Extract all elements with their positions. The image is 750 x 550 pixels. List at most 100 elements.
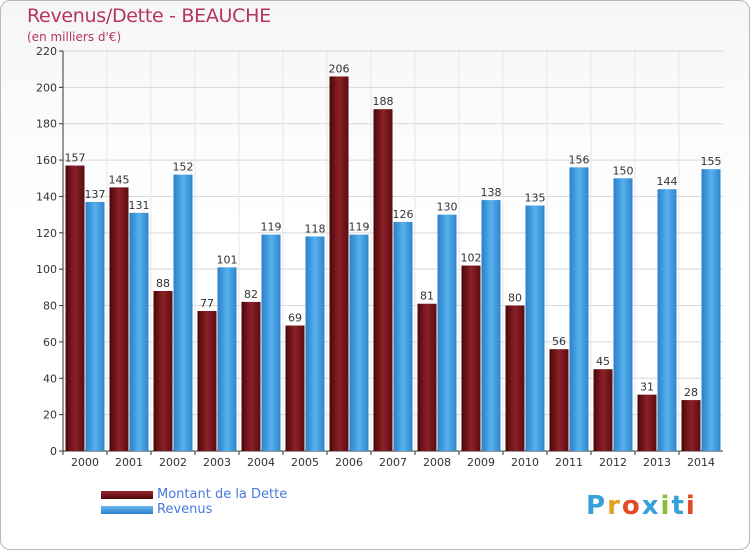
bar-dette	[65, 165, 85, 451]
data-label: 56	[552, 335, 566, 348]
bar-dette	[637, 394, 657, 451]
legend-swatch-revenus	[101, 506, 153, 514]
x-tick-label: 2006	[335, 456, 363, 469]
x-tick-label: 2013	[643, 456, 671, 469]
bar-revenus	[613, 178, 633, 452]
bar-dette	[285, 325, 305, 451]
logo-letter: r	[607, 491, 622, 521]
y-tick-label: 0	[50, 445, 57, 458]
data-label: 144	[657, 175, 678, 188]
y-tick-label: 100	[36, 263, 57, 276]
bar-revenus	[173, 174, 193, 452]
x-tick-label: 2000	[71, 456, 99, 469]
data-label: 81	[420, 290, 434, 303]
data-label: 188	[373, 95, 394, 108]
bar-dette	[549, 349, 569, 451]
bar-revenus	[569, 167, 589, 451]
x-tick-label: 2012	[599, 456, 627, 469]
y-tick-label: 120	[36, 227, 57, 240]
x-tick-label: 2007	[379, 456, 407, 469]
data-label: 28	[684, 386, 698, 399]
data-label: 126	[393, 208, 414, 221]
data-label: 156	[569, 153, 590, 166]
data-label: 206	[329, 62, 350, 75]
x-tick-label: 2009	[467, 456, 495, 469]
data-label: 45	[596, 355, 610, 368]
bar-dette	[197, 311, 217, 451]
x-tick-label: 2008	[423, 456, 451, 469]
bar-dette	[109, 187, 129, 451]
y-tick-label: 80	[43, 300, 57, 313]
data-label: 119	[349, 221, 370, 234]
legend-swatch-dette	[101, 491, 153, 499]
bar-dette	[505, 305, 525, 451]
bar-revenus	[701, 169, 721, 451]
bar-revenus	[657, 189, 677, 451]
bar-dette	[461, 265, 481, 451]
bar-revenus	[129, 212, 149, 451]
data-label: 131	[129, 199, 150, 212]
data-label: 101	[217, 253, 238, 266]
bar-dette	[153, 291, 173, 451]
bar-revenus	[85, 201, 105, 451]
data-label: 135	[525, 192, 546, 205]
data-label: 82	[244, 288, 258, 301]
bar-dette	[593, 369, 613, 451]
data-label: 77	[200, 297, 214, 310]
bar-dette	[329, 76, 349, 452]
bar-revenus	[393, 221, 413, 451]
bar-dette	[373, 109, 393, 451]
logo-letter: P	[586, 491, 608, 521]
logo-letter: t	[671, 491, 686, 521]
x-tick-label: 2001	[115, 456, 143, 469]
chart-title: Revenus/Dette - BEAUCHE	[27, 5, 271, 27]
x-tick-label: 2004	[247, 456, 275, 469]
y-tick-label: 200	[36, 81, 57, 94]
x-tick-label: 2002	[159, 456, 187, 469]
bar-dette	[241, 301, 261, 451]
x-tick-label: 2014	[687, 456, 715, 469]
y-tick-label: 140	[36, 190, 57, 203]
data-label: 31	[640, 381, 654, 394]
bar-revenus	[525, 205, 545, 451]
chart-subtitle: (en milliers d'€)	[27, 30, 122, 44]
data-label: 155	[701, 155, 722, 168]
bar-revenus	[217, 267, 237, 451]
data-label: 80	[508, 292, 522, 305]
bar-dette	[681, 400, 701, 451]
data-label: 118	[305, 222, 326, 235]
bar-revenus	[261, 234, 281, 451]
y-tick-label: 20	[43, 409, 57, 422]
bar-revenus	[305, 236, 325, 451]
bar-revenus	[349, 234, 369, 451]
bar-revenus	[437, 214, 457, 451]
data-label: 69	[288, 312, 302, 325]
x-tick-label: 2011	[555, 456, 583, 469]
data-label: 145	[109, 173, 130, 186]
data-label: 150	[613, 164, 634, 177]
data-label: 102	[461, 252, 482, 265]
data-label: 119	[261, 221, 282, 234]
y-tick-label: 60	[43, 336, 57, 349]
logo-letter: x	[641, 491, 661, 521]
data-label: 138	[481, 186, 502, 199]
y-tick-label: 180	[36, 118, 57, 131]
logo-letter: o	[621, 491, 642, 521]
proxiti-logo: Proxiti	[586, 491, 697, 521]
y-tick-label: 160	[36, 154, 57, 167]
data-label: 137	[85, 188, 106, 201]
x-tick-label: 2005	[291, 456, 319, 469]
x-tick-label: 2010	[511, 456, 539, 469]
data-label: 88	[156, 277, 170, 290]
legend-label-revenus: Revenus	[157, 502, 213, 517]
bar-revenus	[481, 200, 501, 451]
y-tick-label: 40	[43, 372, 57, 385]
data-label: 152	[173, 161, 194, 174]
logo-letter: i	[685, 491, 697, 521]
data-label: 157	[65, 152, 86, 165]
x-tick-label: 2003	[203, 456, 231, 469]
bar-dette	[417, 303, 437, 451]
data-label: 130	[437, 201, 458, 214]
